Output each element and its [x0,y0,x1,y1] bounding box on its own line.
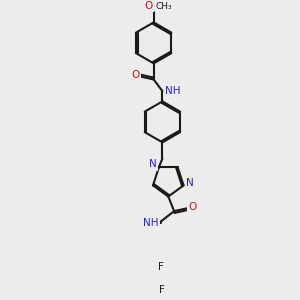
Text: F: F [158,262,164,272]
Text: NH: NH [143,218,158,228]
Text: N: N [186,178,194,188]
Text: N: N [149,160,157,170]
Text: NH: NH [165,86,180,96]
Text: CH₃: CH₃ [156,2,172,11]
Text: F: F [159,285,165,295]
Text: O: O [188,202,196,212]
Text: O: O [131,70,140,80]
Text: O: O [144,1,153,11]
